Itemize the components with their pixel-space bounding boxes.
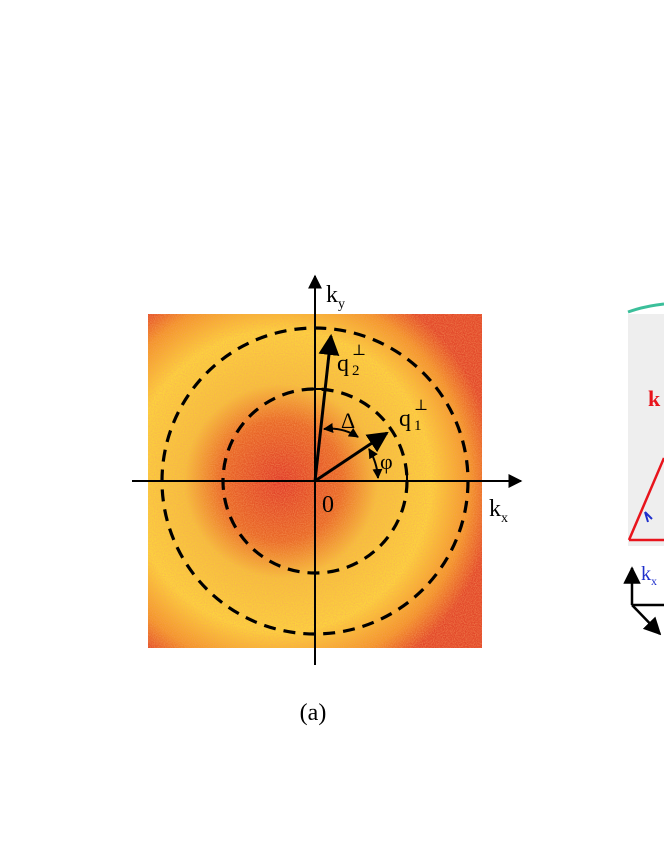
angle-delta-arc <box>323 423 359 438</box>
blue-arrow-fragment <box>644 511 653 523</box>
q2-label: q 2⊥ <box>337 343 366 379</box>
delta-label: Δ <box>341 408 355 433</box>
ky-label: ky <box>326 282 345 312</box>
vector-q2 <box>313 333 340 482</box>
red-triangle-edge <box>627 457 664 541</box>
angle-phi-arc <box>368 448 383 479</box>
panel-b-background <box>628 314 664 546</box>
panel-b-partial: k kx <box>623 302 664 636</box>
vector-q1 <box>314 431 389 483</box>
panel-b-axis-diagonal <box>631 604 662 636</box>
q1-label: q 1⊥ <box>399 398 428 434</box>
panel-b-k-red: k <box>648 386 661 411</box>
panel-b-kx-label: kx <box>641 563 657 588</box>
panel-a-caption: (a) <box>300 700 327 726</box>
origin-label: 0 <box>322 492 334 518</box>
kx-label: kx <box>489 496 508 526</box>
phi-label: φ <box>380 449 393 474</box>
teal-curve <box>627 302 664 314</box>
